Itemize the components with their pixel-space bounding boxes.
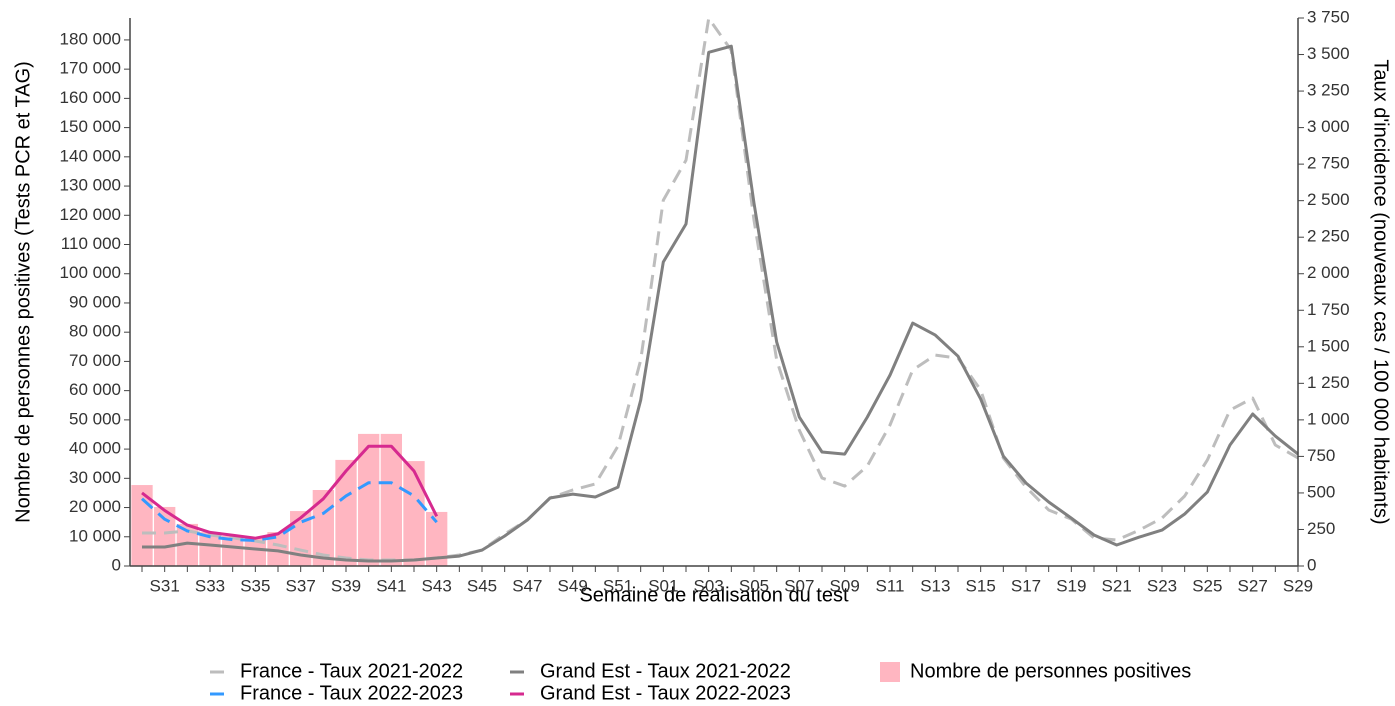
- x-tick-label: S47: [512, 576, 542, 595]
- y2-tick-label: 1 750: [1307, 300, 1350, 319]
- x-tick-label: S49: [558, 576, 588, 595]
- y2-axis-title: Taux d'incidence (nouveaux cas / 100 000…: [1370, 59, 1392, 524]
- bar: [380, 433, 402, 566]
- x-tick-label: S19: [1056, 576, 1086, 595]
- y-tick-label: 80 000: [69, 322, 121, 341]
- legend-label: Nombre de personnes positives: [910, 660, 1191, 682]
- bar: [426, 511, 448, 566]
- y2-tick-label: 500: [1307, 482, 1335, 501]
- x-tick-label: S09: [830, 576, 860, 595]
- x-tick-label: S03: [694, 576, 724, 595]
- bar: [335, 459, 357, 566]
- x-tick-label: S43: [422, 576, 452, 595]
- y-tick-label: 30 000: [69, 468, 121, 487]
- x-tick-label: S33: [195, 576, 225, 595]
- legend-swatch: [880, 662, 900, 682]
- y2-tick-label: 2 000: [1307, 263, 1350, 282]
- bar: [267, 532, 289, 566]
- y-tick-label: 170 000: [60, 59, 121, 78]
- x-tick-label: S39: [331, 576, 361, 595]
- line-series: [142, 16, 1299, 562]
- y-tick-label: 70 000: [69, 351, 121, 370]
- y2-tick-label: 1 000: [1307, 409, 1350, 428]
- bar: [222, 535, 244, 566]
- y-tick-label: 100 000: [60, 263, 121, 282]
- legend-label: Grand Est - Taux 2021-2022: [540, 660, 791, 682]
- y2-tick-label: 1 500: [1307, 336, 1350, 355]
- y-tick-label: 130 000: [60, 176, 121, 195]
- legend-label: France - Taux 2022-2023: [240, 682, 463, 704]
- x-tick-label: S29: [1283, 576, 1313, 595]
- x-tick-label: S13: [920, 576, 950, 595]
- y2-tick-label: 2 500: [1307, 190, 1350, 209]
- line-series: [141, 444, 439, 540]
- x-tick-label: S45: [467, 576, 497, 595]
- x-tick-label: S23: [1147, 576, 1177, 595]
- x-tick-label: S17: [1011, 576, 1041, 595]
- y-tick-label: 140 000: [60, 146, 121, 165]
- y2-tick-label: 750: [1307, 446, 1335, 465]
- y-tick-label: 60 000: [69, 380, 121, 399]
- bar: [176, 523, 198, 566]
- y-tick-label: 120 000: [60, 205, 121, 224]
- y-tick-label: 180 000: [60, 29, 121, 48]
- y2-tick-label: 3 250: [1307, 81, 1350, 100]
- y-tick-label: 90 000: [69, 292, 121, 311]
- bar: [358, 433, 380, 566]
- legend-label: Grand Est - Taux 2022-2023: [540, 682, 791, 704]
- y2-tick-label: 2 250: [1307, 227, 1350, 246]
- line-series: [140, 481, 438, 542]
- y2-tick-label: 3 500: [1307, 44, 1350, 63]
- bar: [154, 506, 176, 566]
- y2-tick-label: 3 750: [1307, 7, 1350, 26]
- x-tick-label: S35: [240, 576, 270, 595]
- x-tick-label: S21: [1102, 576, 1132, 595]
- y-tick-label: 110 000: [61, 234, 121, 253]
- y-tick-label: 160 000: [60, 88, 121, 107]
- x-tick-label: S37: [286, 576, 316, 595]
- y-tick-label: 40 000: [69, 439, 121, 458]
- y-tick-label: 10 000: [69, 526, 121, 545]
- y2-tick-label: 0: [1307, 555, 1316, 574]
- x-axis-title: Semaine de réalisation du test: [579, 584, 848, 606]
- legend-label: France - Taux 2021-2022: [240, 660, 463, 682]
- x-tick-label: S27: [1238, 576, 1268, 595]
- y2-tick-label: 250: [1307, 519, 1335, 538]
- y-tick-label: 50 000: [69, 409, 121, 428]
- y-tick-label: 20 000: [69, 497, 121, 516]
- bar: [244, 537, 266, 566]
- y-tick-label: 0: [112, 555, 121, 574]
- bar: [199, 532, 221, 566]
- x-tick-label: S31: [150, 576, 180, 595]
- line-series: [142, 44, 1299, 563]
- y-axis-title: Nombre de personnes positives (Tests PCR…: [12, 61, 34, 523]
- y2-tick-label: 1 250: [1307, 373, 1350, 392]
- x-tick-label: S07: [784, 576, 814, 595]
- x-tick-label: S51: [603, 576, 633, 595]
- y2-tick-label: 3 000: [1307, 117, 1350, 136]
- x-tick-label: S11: [876, 576, 905, 595]
- x-tick-label: S01: [648, 576, 678, 595]
- x-tick-label: S25: [1192, 576, 1222, 595]
- y2-tick-label: 2 750: [1307, 154, 1350, 173]
- x-tick-label: S41: [376, 576, 406, 595]
- x-tick-label: S05: [739, 576, 769, 595]
- x-tick-label: S15: [966, 576, 996, 595]
- y-tick-label: 150 000: [60, 117, 121, 136]
- bar: [403, 461, 425, 566]
